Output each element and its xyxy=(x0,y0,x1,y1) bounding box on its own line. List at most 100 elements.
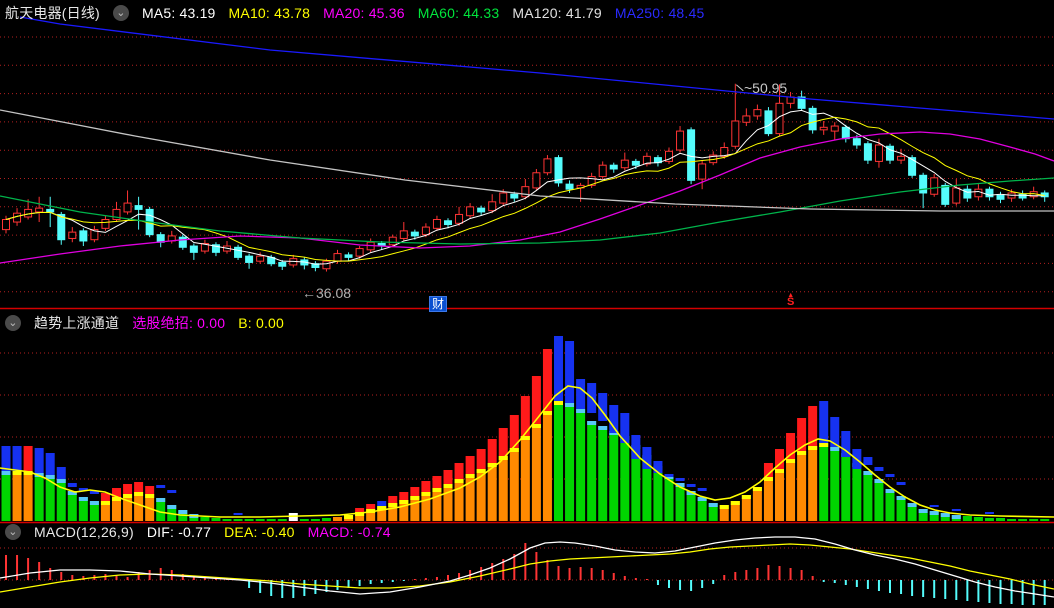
candle[interactable] xyxy=(90,229,99,241)
candle[interactable] xyxy=(521,186,530,198)
candle[interactable] xyxy=(1018,193,1027,199)
candle[interactable] xyxy=(565,183,574,190)
candle[interactable] xyxy=(852,138,861,146)
sell-signal-marker[interactable]: ▲ S xyxy=(787,292,794,308)
trend-bar[interactable] xyxy=(664,475,674,521)
candle[interactable] xyxy=(278,261,287,267)
candle[interactable] xyxy=(466,206,475,217)
candle[interactable] xyxy=(432,219,441,229)
trend-bar[interactable] xyxy=(565,403,575,521)
trend-bar[interactable] xyxy=(775,469,784,521)
candle[interactable] xyxy=(908,157,917,176)
candle[interactable] xyxy=(863,143,872,161)
candle[interactable] xyxy=(620,159,629,169)
trend-bar[interactable] xyxy=(465,474,475,521)
trend-bar[interactable] xyxy=(1029,519,1039,521)
trend-bar[interactable] xyxy=(642,455,652,521)
candle[interactable] xyxy=(477,207,486,213)
candle[interactable] xyxy=(974,188,983,198)
trend-bar[interactable] xyxy=(808,446,818,521)
trend-bar[interactable] xyxy=(145,494,155,521)
candle[interactable] xyxy=(189,245,198,253)
trend-bar[interactable] xyxy=(399,500,409,521)
trend-bar[interactable] xyxy=(509,448,519,521)
macd-panel[interactable] xyxy=(0,536,1054,605)
candle[interactable] xyxy=(731,120,740,147)
candle[interactable] xyxy=(178,236,187,248)
trend-bar[interactable] xyxy=(885,489,895,521)
trend-bar[interactable] xyxy=(763,477,773,521)
trend-bar[interactable] xyxy=(697,497,707,521)
candle[interactable] xyxy=(919,174,928,194)
candle[interactable] xyxy=(874,144,883,162)
trend-bar[interactable] xyxy=(797,451,807,521)
candle[interactable] xyxy=(665,150,673,162)
trend-bar[interactable] xyxy=(819,443,829,521)
trend-bar[interactable] xyxy=(310,519,320,521)
candle[interactable] xyxy=(101,219,110,229)
candle[interactable] xyxy=(753,109,762,117)
trend-bar[interactable] xyxy=(830,447,840,521)
trend-bar[interactable] xyxy=(852,463,862,521)
candle[interactable] xyxy=(830,125,839,132)
candle[interactable] xyxy=(499,192,508,204)
candle[interactable] xyxy=(455,213,464,224)
candle[interactable] xyxy=(687,129,696,181)
candle[interactable] xyxy=(587,176,596,186)
candle[interactable] xyxy=(421,226,430,236)
trend-bar[interactable] xyxy=(531,424,541,521)
trend-bar[interactable] xyxy=(156,498,166,521)
candle[interactable] xyxy=(344,254,353,258)
trend-bar[interactable] xyxy=(211,518,221,521)
trend-bar[interactable] xyxy=(520,436,530,521)
trend-bar[interactable] xyxy=(576,409,586,521)
trend-bar[interactable] xyxy=(929,511,939,521)
trend-bar[interactable] xyxy=(587,421,597,521)
trend-bar[interactable] xyxy=(266,519,276,521)
candle[interactable] xyxy=(388,236,397,246)
trend-bar[interactable] xyxy=(487,463,497,521)
trend-bar[interactable] xyxy=(288,513,298,521)
financial-report-marker[interactable]: 财 xyxy=(429,296,448,312)
candle[interactable] xyxy=(532,172,541,189)
trend-bar[interactable] xyxy=(78,497,88,521)
trend-bar[interactable] xyxy=(12,471,22,521)
trend-bar[interactable] xyxy=(388,503,398,521)
trend-bar[interactable] xyxy=(89,501,99,521)
trend-bar[interactable] xyxy=(752,487,762,521)
trend-bar[interactable] xyxy=(730,501,740,521)
trend-bar[interactable] xyxy=(708,503,718,521)
trend-bar[interactable] xyxy=(1018,519,1028,521)
trend-bar[interactable] xyxy=(255,519,265,521)
candle[interactable] xyxy=(200,242,209,252)
candle[interactable] xyxy=(941,184,950,205)
trend-bar[interactable] xyxy=(366,509,376,521)
trend-bar[interactable] xyxy=(631,445,641,521)
trend-bar[interactable] xyxy=(432,488,442,521)
candle[interactable] xyxy=(841,126,850,140)
trend-bar[interactable] xyxy=(719,505,729,521)
candle[interactable] xyxy=(24,208,33,218)
trend-bar[interactable] xyxy=(321,518,331,521)
candle[interactable] xyxy=(444,220,452,226)
candle[interactable] xyxy=(598,164,607,178)
trend-bar[interactable] xyxy=(653,466,663,521)
candle[interactable] xyxy=(985,188,994,198)
trend-bar[interactable] xyxy=(973,517,983,521)
candle[interactable] xyxy=(698,163,707,180)
trend-bar[interactable] xyxy=(598,426,608,521)
trend-bar[interactable] xyxy=(984,518,994,521)
trend-bar[interactable] xyxy=(542,411,552,521)
trend-bar[interactable] xyxy=(244,519,254,521)
candle[interactable] xyxy=(952,187,961,204)
candle[interactable] xyxy=(631,160,640,166)
chevron-down-icon[interactable]: ⌄ xyxy=(5,524,21,540)
trend-bar[interactable] xyxy=(874,479,884,521)
candle[interactable] xyxy=(355,248,364,257)
trend-indicator-panel[interactable] xyxy=(0,336,1054,521)
trend-bar[interactable] xyxy=(443,484,453,521)
candle[interactable] xyxy=(930,177,939,195)
candlestick-panel[interactable] xyxy=(0,16,1054,272)
candle[interactable] xyxy=(410,231,419,237)
candle[interactable] xyxy=(764,110,773,135)
